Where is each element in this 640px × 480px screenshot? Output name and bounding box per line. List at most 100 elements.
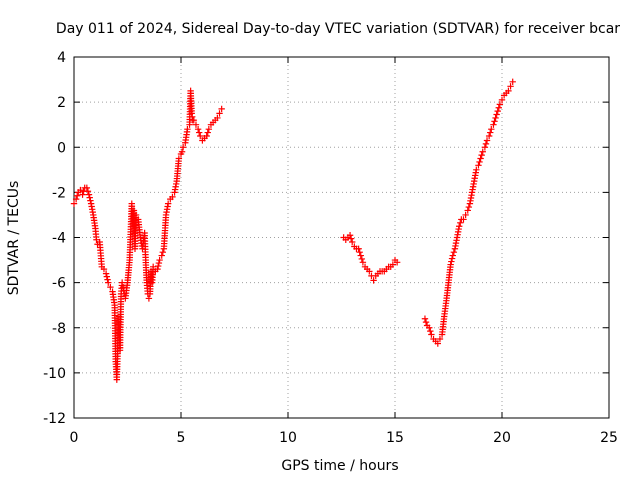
data-point (192, 121, 200, 128)
data-point (492, 114, 499, 122)
data-point (74, 192, 81, 199)
data-point (473, 166, 480, 174)
data-point (450, 248, 458, 256)
data-point (84, 188, 92, 195)
data-point (490, 121, 497, 128)
data-point (164, 200, 172, 207)
data-point (509, 78, 516, 86)
data-point (216, 110, 223, 117)
x-tick-label: 0 (70, 430, 79, 446)
data-point (447, 261, 454, 268)
y-axis-label: SDTVAR / TECUs (6, 181, 22, 296)
data-point (464, 207, 471, 214)
data-point (358, 255, 366, 263)
data-point (104, 276, 111, 283)
data-point (465, 203, 473, 211)
data-point (118, 279, 126, 286)
data-point (184, 126, 191, 133)
data-point (426, 324, 433, 331)
data-point (175, 155, 183, 162)
data-point (422, 318, 430, 326)
data-point (102, 270, 110, 277)
data-point (83, 184, 91, 192)
data-point (366, 268, 373, 275)
x-tick-label: 10 (279, 430, 297, 446)
data-point (457, 219, 464, 227)
data-point (475, 162, 482, 169)
data-point (421, 315, 429, 322)
data-point (154, 265, 161, 273)
data-point (485, 132, 493, 140)
x-tick-label: 5 (177, 430, 186, 446)
data-point (427, 327, 434, 335)
data-point (149, 263, 157, 271)
data-point (359, 259, 367, 266)
data-point (462, 211, 469, 219)
x-tick-labels: 0 5 10 15 20 25 (70, 430, 618, 446)
axis-ticks (73, 56, 610, 419)
data-point (154, 262, 162, 270)
data-point (507, 83, 514, 90)
data-point (70, 200, 78, 207)
data-point (482, 140, 490, 148)
data-point (87, 197, 94, 204)
data-point (79, 191, 86, 198)
y-tick-label: -12 (43, 411, 66, 427)
data-point (488, 126, 495, 133)
data-point (77, 186, 84, 194)
data-point (481, 144, 489, 151)
x-tick-label: 20 (493, 430, 511, 446)
data-point (169, 193, 176, 201)
data-point (449, 252, 456, 259)
data-point (434, 340, 441, 347)
data-point (72, 195, 80, 203)
data-point (203, 132, 210, 140)
data-point (370, 277, 377, 284)
y-tick-label: -2 (52, 185, 66, 201)
y-tick-label: 0 (57, 140, 66, 156)
data-point (179, 144, 187, 151)
chart-title: Day 011 of 2024, Sidereal Day-to-day VTE… (56, 21, 620, 37)
data-point (448, 258, 455, 265)
data-point (132, 211, 140, 219)
data-point (155, 259, 163, 267)
y-tick-label: -6 (52, 276, 66, 292)
data-point (389, 261, 397, 268)
data-point (496, 101, 504, 108)
data-point (156, 256, 163, 264)
x-axis-label: GPS time / hours (281, 458, 398, 474)
data-point (100, 265, 108, 273)
data-point (214, 114, 221, 122)
data-point (493, 111, 500, 118)
data-point (195, 129, 203, 136)
data-point (478, 151, 485, 159)
data-point (460, 216, 467, 223)
data-point (159, 248, 167, 256)
data-point (436, 335, 444, 343)
y-tick-label: 4 (57, 50, 66, 66)
data-point (349, 238, 356, 246)
data-point (103, 273, 111, 280)
data-point (107, 283, 114, 291)
data-point (190, 116, 198, 124)
data-point (498, 96, 506, 104)
data-point (483, 137, 491, 144)
data-point (346, 232, 354, 239)
data-point (204, 129, 211, 136)
data-point (505, 87, 512, 95)
data-point (355, 245, 362, 252)
y-tick-labels: -12 -10 -8 -6 -4 -2 0 2 4 (43, 50, 66, 427)
data-point (205, 126, 213, 133)
data-point (85, 191, 93, 198)
series-0 (70, 87, 225, 383)
data-point (357, 252, 364, 259)
data-point (479, 148, 486, 155)
y-tick-label: 2 (57, 95, 66, 111)
y-tick-label: -8 (52, 321, 66, 337)
data-point (197, 132, 204, 140)
data-point (194, 126, 202, 133)
data-point (495, 104, 502, 111)
data-point (491, 118, 498, 125)
data-point (356, 248, 363, 256)
